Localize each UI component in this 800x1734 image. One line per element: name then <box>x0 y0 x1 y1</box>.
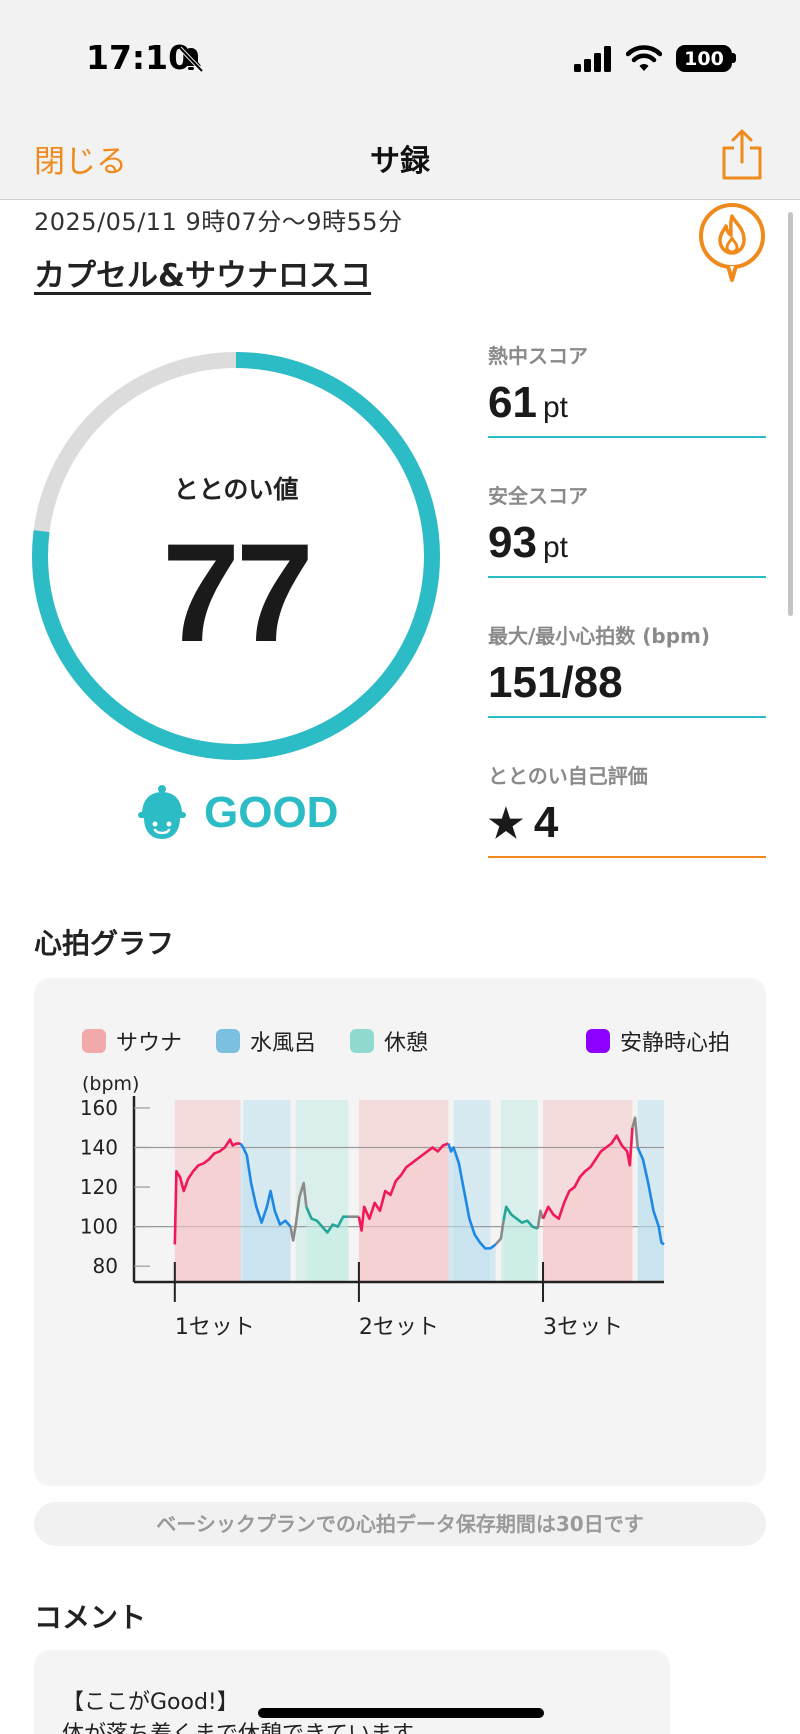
heart-rate-section-title: 心拍グラフ <box>34 927 175 960</box>
legend-label: 安静時心拍 <box>620 1031 731 1056</box>
legend-label: 水風呂 <box>250 1031 317 1056</box>
score-value: 93 pt <box>488 518 568 567</box>
rating-text: GOOD <box>204 788 339 837</box>
star-icon: ★ <box>488 802 524 846</box>
heart-rate-chart: 160 140 120 100 80 (bpm) 1セット 2セット 3セット <box>80 1073 665 1340</box>
legend-label: サウナ <box>116 1031 183 1056</box>
battery-indicator: 100 <box>676 45 732 72</box>
score-label: ととのい自己評価 <box>488 764 648 788</box>
series-line-transition <box>631 1116 639 1148</box>
set-label: 1セット <box>175 1315 255 1340</box>
legend-swatch <box>350 1029 374 1053</box>
score-label: 最大/最小心拍数 (bpm) <box>488 624 711 648</box>
share-icon[interactable] <box>718 128 766 182</box>
status-bar: 17:10 100 <box>0 0 800 108</box>
series-line-transition <box>494 1220 505 1246</box>
series-line-cold <box>447 1143 497 1250</box>
home-indicator[interactable] <box>258 1708 544 1718</box>
series-area-sauna <box>543 1127 633 1282</box>
y-tick-label: 160 <box>80 1096 118 1120</box>
series-area-cold <box>637 1147 664 1282</box>
legend-label: 休憩 <box>384 1031 429 1056</box>
set-label: 3セット <box>543 1315 623 1340</box>
legend-cold-bath: 水風呂 <box>216 1026 316 1056</box>
series-line-transition <box>289 1181 308 1242</box>
y-tick-label: 80 <box>93 1254 118 1278</box>
divider <box>488 576 766 578</box>
score-safety: 安全スコア 93 pt <box>488 480 766 596</box>
series-line-transition <box>536 1209 545 1229</box>
y-tick-label: 120 <box>80 1175 118 1199</box>
series-line-sauna <box>357 1142 449 1232</box>
comment-line: 【ここがGood!】 <box>62 1690 239 1715</box>
series-area-rest <box>306 1206 349 1282</box>
set-label: 2セット <box>359 1315 439 1340</box>
cellular-signal-icon <box>574 46 611 72</box>
y-tick-label: 140 <box>80 1135 118 1159</box>
comment-line: 体が落ち着くまで休憩できています。 <box>62 1716 434 1734</box>
series-line-rest <box>502 1205 539 1230</box>
bell-muted-icon <box>178 46 204 73</box>
legend-swatch <box>586 1029 610 1053</box>
fire-badge-icon[interactable] <box>696 202 768 286</box>
totonoi-value: 77 <box>162 514 314 671</box>
divider <box>488 856 766 858</box>
score-value: 61 pt <box>488 378 568 427</box>
legend-rest: 休憩 <box>350 1026 428 1056</box>
score-self-rating[interactable]: ととのい自己評価 ★ 4 <box>488 760 766 876</box>
scroll-indicator[interactable] <box>788 212 793 616</box>
series-area-rest <box>503 1206 538 1282</box>
score-value: ★ 4 <box>488 798 559 847</box>
wifi-icon <box>626 45 662 71</box>
retention-notice: ベーシックプランでの心拍データ保存期間は30日です <box>34 1502 766 1546</box>
series-line-sauna <box>173 1138 241 1245</box>
score-heat: 熱中スコア 61 pt <box>488 340 766 456</box>
session-date-range: 2025/05/11 9時07分〜9時55分 <box>34 208 403 236</box>
facility-link[interactable]: カプセル&サウナロスコ <box>34 258 372 294</box>
score-heart-rate: 最大/最小心拍数 (bpm) 151/88 <box>488 620 766 736</box>
divider <box>488 436 766 438</box>
series-line-cold <box>239 1142 292 1228</box>
status-time: 17:10 <box>86 38 192 77</box>
totonoi-gauge <box>32 352 440 760</box>
legend-swatch <box>82 1029 106 1053</box>
legend-sauna: サウナ <box>82 1026 182 1056</box>
y-axis-label: (bpm) <box>82 1073 139 1095</box>
series-line-rest <box>305 1206 349 1234</box>
divider <box>488 716 766 718</box>
series-area-sauna <box>358 1143 449 1282</box>
legend-swatch <box>216 1029 240 1053</box>
sauna-hat-face-icon <box>138 785 186 839</box>
page-title: サ録 <box>370 144 430 179</box>
score-value: 151/88 <box>488 658 623 707</box>
gauge-label: ととのい値 <box>173 475 299 504</box>
nav-bar: サ録 閉じる <box>0 108 800 200</box>
battery-nub <box>732 53 736 63</box>
score-label: 熱中スコア <box>488 344 588 368</box>
close-button[interactable]: 閉じる <box>34 144 127 180</box>
y-tick-label: 100 <box>80 1215 118 1239</box>
score-label: 安全スコア <box>488 484 588 508</box>
comment-section-title: コメント <box>34 1601 147 1634</box>
series-line-cold <box>636 1146 665 1246</box>
legend-resting-hr: 安静時心拍 <box>586 1026 730 1056</box>
series-line-sauna <box>541 1127 634 1220</box>
comment-card <box>34 1650 670 1734</box>
gauge-progress <box>32 352 440 760</box>
